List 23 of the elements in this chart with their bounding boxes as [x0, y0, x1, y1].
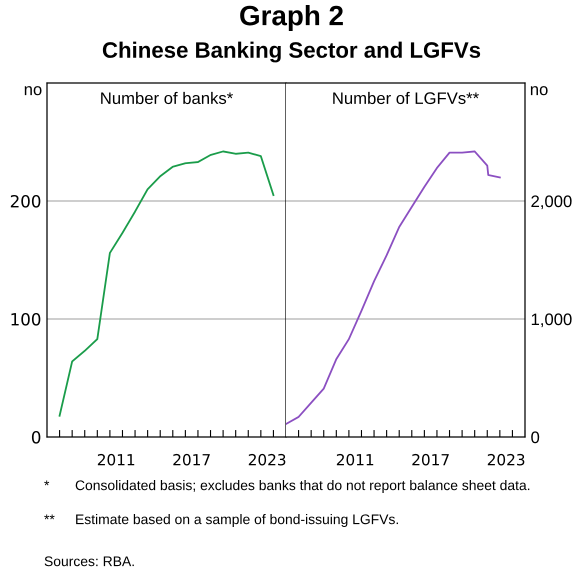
line-series: [58, 150, 274, 417]
x-tick-label: 2023: [488, 454, 524, 466]
text: Chinese Banking Sector and LGFVs: [102, 42, 480, 62]
y2-axis-title: no: [530, 86, 548, 96]
caption: Graph 2: [240, 5, 343, 31]
y2-tick-label: 0: [531, 431, 540, 444]
chart-title: Number of LGFVs**: [333, 92, 479, 104]
y-axis-title: no: [24, 86, 42, 96]
y-tick-label: 200: [10, 194, 40, 208]
text: ** Estimate based on a sample of bond-issuing LGFVs.: [44, 514, 398, 527]
x-tick-label: 2011: [98, 454, 134, 466]
source-note: Sources: RBA.: [44, 556, 134, 566]
text: * Consolidated basis; excludes banks that do not report balance sheet data.: [44, 480, 530, 493]
x-tick-label: 2017: [412, 454, 449, 466]
y2-tick-label: 1,000: [532, 313, 572, 328]
y-tick-label: 100: [11, 312, 40, 326]
chart-title: Number of banks*: [101, 92, 233, 104]
y-tick-label: 0: [32, 430, 40, 444]
x-tick-label: 2011: [336, 454, 374, 466]
line-series: [286, 150, 501, 425]
y2-tick-label: 2,000: [531, 195, 572, 210]
x-tick-label: 2017: [173, 454, 210, 466]
x-tick-label: 2023: [248, 454, 286, 466]
